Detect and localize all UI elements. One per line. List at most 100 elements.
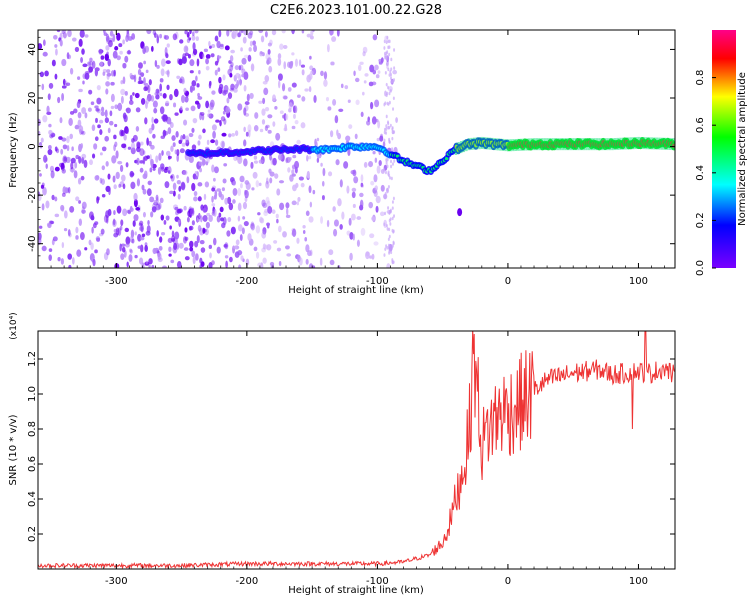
spectrogram-point [76,249,82,257]
spectrogram-point [393,48,396,52]
spectrogram-point [388,45,391,49]
spectrogram-point [145,69,149,74]
spectrogram-point [259,128,264,133]
spectrogram-point [384,53,387,58]
spectrogram-point [237,187,242,197]
spectrogram-point [61,192,66,197]
spectrogram-point [202,214,208,222]
spectrogram-point [371,216,376,221]
spectrogram-point [385,124,388,128]
spectrogram-point [54,166,60,172]
spectrogram-point [351,187,357,192]
spectrogram-point [206,139,210,145]
spectrogram-point [82,63,88,68]
spectrogram-point [319,257,323,266]
spectrogram-point [99,119,104,124]
spectrogram-point [213,166,219,174]
spectrogram-point [211,90,216,95]
spectrogram-point [393,66,396,70]
spectrogram-point [268,65,273,73]
spectrogram-point [47,148,53,156]
spectrogram-point [228,202,234,211]
spectrogram-point [119,50,123,55]
spectrogram-point [388,91,391,96]
colorbar-tick-label: 0.6 [695,117,706,133]
spectrogram-point [120,95,124,104]
ridge-halo [530,138,533,151]
spectrogram-point [43,154,48,163]
spectrogram-point [247,233,252,242]
spectrogram-point [260,35,265,43]
spectrogram-point [391,162,394,166]
spectrogram-point [141,184,145,191]
ridge-halo [465,139,468,152]
spectrogram-point [266,244,272,251]
spectrogram-point [328,171,333,177]
spectrogram-point [52,236,58,242]
spectrogram-point [196,171,200,178]
spectrogram-point [56,30,61,33]
spectrogram-point [349,252,353,261]
spectrogram-point [226,30,230,37]
spectrogram-point [53,34,58,40]
spectrogram-point [269,177,273,184]
spectrogram-point [294,119,299,125]
spectrogram-point [308,155,312,160]
spectrogram-point [220,217,225,222]
spectrogram-point [198,212,201,220]
spectrogram-point [71,146,74,152]
spectrogram-point [287,167,291,173]
spectrogram-point [230,226,236,235]
spectrogram-point [244,54,249,58]
spectrogram-point [376,137,380,142]
spectrogram-point [388,52,391,57]
spectrogram-point [321,195,325,201]
spectrogram-point [391,136,394,141]
spectrogram-point [165,215,170,221]
spectrogram-point [54,213,60,218]
spectrogram-point [49,165,55,173]
colorbar-tick-label: 0.4 [695,165,706,181]
spectrogram-point [255,251,260,259]
spectrogram-point [59,117,63,124]
spectrogram-point [253,160,259,164]
spectrogram-point [200,111,205,116]
spectrogram-point [373,189,378,197]
spectrogram-point [385,114,388,119]
spectrogram-point [143,60,147,65]
spectrogram-point [96,84,101,91]
spectrogram-point [278,180,285,184]
spectrogram-point [90,242,94,251]
spectrogram-point [105,81,111,87]
spectrogram-point [122,208,128,217]
spectrogram-point [211,44,216,49]
spectrogram-point [217,55,222,59]
spectrogram-point [389,123,392,128]
figure-title: C2E6.2023.101.00.22.G28 [270,3,442,18]
spectrogram-point [252,171,258,179]
spectrogram-point [385,161,388,165]
ridge-halo [501,138,505,151]
spectrogram-point [138,257,144,265]
x-tick-label: 100 [629,576,648,587]
spectrogram-point [225,260,228,268]
spectrogram-point [285,113,289,121]
spectrogram-point [163,219,167,225]
spectrogram-point [189,208,195,217]
spectrogram-point [209,252,212,259]
spectrogram-point [131,238,135,244]
spectrogram-point [240,30,244,34]
spectrogram-point [38,225,43,229]
colorbar-tick-label: 0.0 [695,260,706,276]
spectrogram-point [156,230,159,237]
spectrogram-point [133,198,138,208]
spectrogram-point [94,221,99,226]
spectrogram-point [155,203,161,211]
spectrogram-point [159,197,164,204]
spectrogram-point [81,209,86,214]
spectrogram-point [222,74,226,81]
spectrogram-point [124,55,129,63]
spectrogram-point [44,70,49,77]
spectrogram-point [265,52,271,61]
spectrogram-point [293,113,296,119]
